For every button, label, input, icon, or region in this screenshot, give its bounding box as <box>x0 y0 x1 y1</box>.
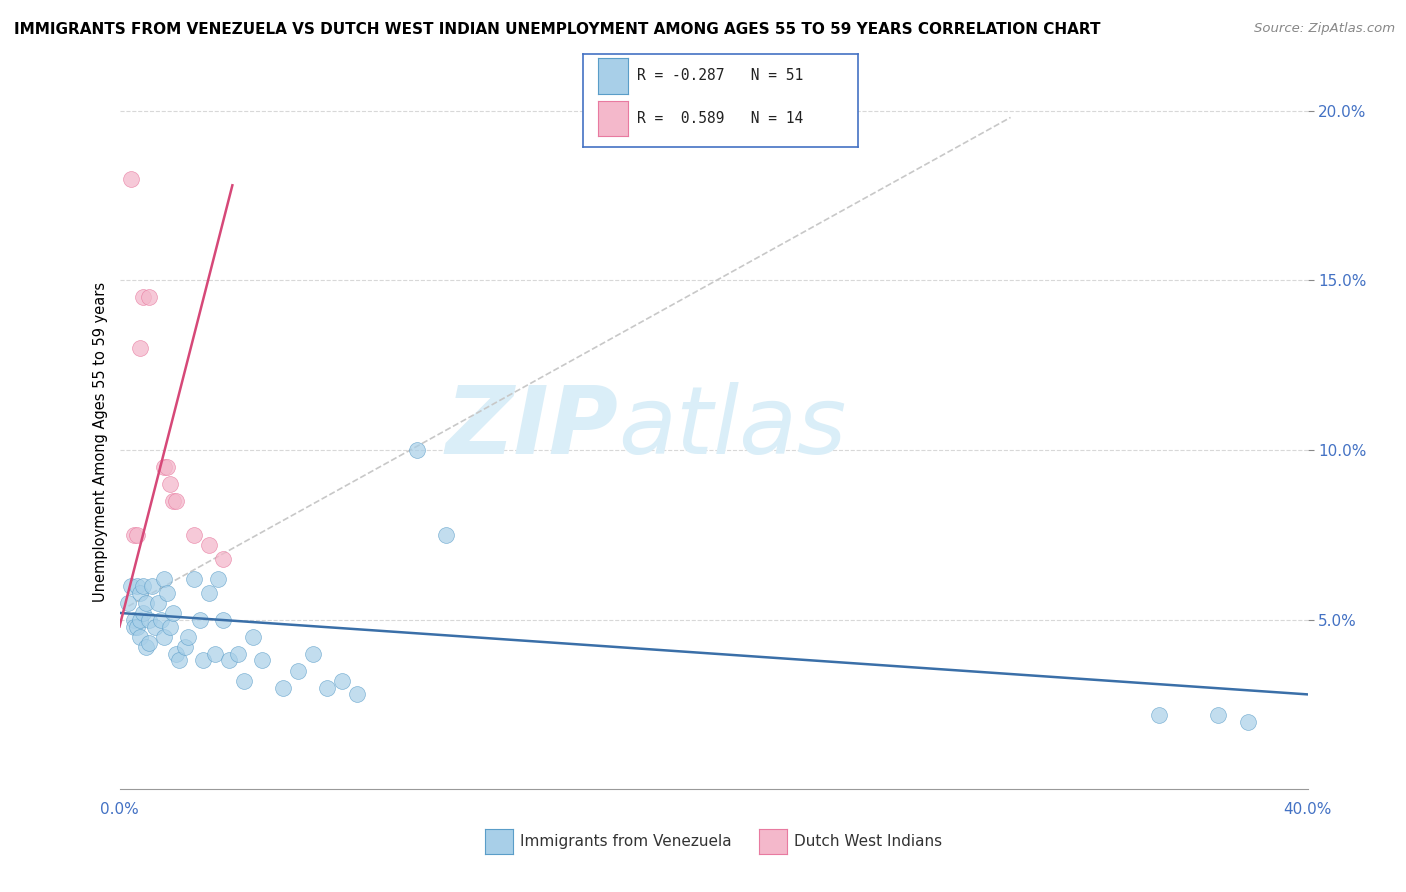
Text: atlas: atlas <box>619 382 846 473</box>
Text: ZIP: ZIP <box>446 382 619 474</box>
Point <box>301 647 323 661</box>
Point <box>197 538 219 552</box>
Text: IMMIGRANTS FROM VENEZUELA VS DUTCH WEST INDIAN UNEMPLOYMENT AMONG AGES 55 TO 59 : IMMIGRANTS FROM VENEZUELA VS DUTCH WEST … <box>14 22 1101 37</box>
Point <box>129 585 152 599</box>
Point <box>127 579 149 593</box>
Point <box>132 579 155 593</box>
Point <box>132 606 155 620</box>
Point <box>167 653 190 667</box>
Point <box>183 528 205 542</box>
Point <box>120 171 142 186</box>
Point <box>233 673 256 688</box>
Point <box>120 579 142 593</box>
Point <box>188 613 211 627</box>
Point <box>127 619 149 633</box>
Text: Immigrants from Venezuela: Immigrants from Venezuela <box>520 834 733 848</box>
Point <box>212 613 235 627</box>
Point <box>141 579 163 593</box>
Point <box>330 673 353 688</box>
Point <box>153 572 176 586</box>
Point <box>228 647 250 661</box>
Point <box>124 528 146 542</box>
Point <box>135 640 157 654</box>
Text: R = -0.287   N = 51: R = -0.287 N = 51 <box>637 69 803 83</box>
Point <box>183 572 205 586</box>
Point <box>129 341 152 355</box>
Point <box>250 653 273 667</box>
Point <box>150 613 173 627</box>
Point <box>1147 707 1170 722</box>
Point <box>177 630 200 644</box>
Point <box>124 619 146 633</box>
Point <box>146 596 169 610</box>
Point <box>204 647 226 661</box>
Point <box>405 443 427 458</box>
Point <box>218 653 240 667</box>
Point <box>156 460 179 475</box>
Point <box>242 630 264 644</box>
Point <box>316 681 339 695</box>
Text: Source: ZipAtlas.com: Source: ZipAtlas.com <box>1254 22 1395 36</box>
Point <box>434 528 457 542</box>
Y-axis label: Unemployment Among Ages 55 to 59 years: Unemployment Among Ages 55 to 59 years <box>93 282 108 601</box>
Point <box>153 630 176 644</box>
Text: 0.0%: 0.0% <box>100 802 139 816</box>
Point <box>117 596 139 610</box>
Point <box>159 477 181 491</box>
Point <box>138 290 160 304</box>
Text: R =  0.589   N = 14: R = 0.589 N = 14 <box>637 112 803 126</box>
Point <box>159 619 181 633</box>
Point <box>197 585 219 599</box>
Point <box>124 613 146 627</box>
Point <box>346 687 368 701</box>
Point <box>156 585 179 599</box>
Point <box>165 647 187 661</box>
Point <box>271 681 294 695</box>
Point <box>132 290 155 304</box>
Point <box>165 494 187 508</box>
Point <box>129 630 152 644</box>
Point <box>162 494 184 508</box>
Point <box>143 619 166 633</box>
Point <box>173 640 195 654</box>
Text: Dutch West Indians: Dutch West Indians <box>794 834 942 848</box>
Point <box>138 613 160 627</box>
Point <box>287 664 309 678</box>
Point <box>191 653 214 667</box>
Point <box>207 572 229 586</box>
Point <box>1208 707 1230 722</box>
Point <box>135 596 157 610</box>
Point <box>162 606 184 620</box>
Point <box>138 636 160 650</box>
Point <box>212 551 235 566</box>
Point <box>153 460 176 475</box>
Point <box>129 613 152 627</box>
Text: 40.0%: 40.0% <box>1284 802 1331 816</box>
Point <box>127 528 149 542</box>
Point <box>1237 714 1260 729</box>
